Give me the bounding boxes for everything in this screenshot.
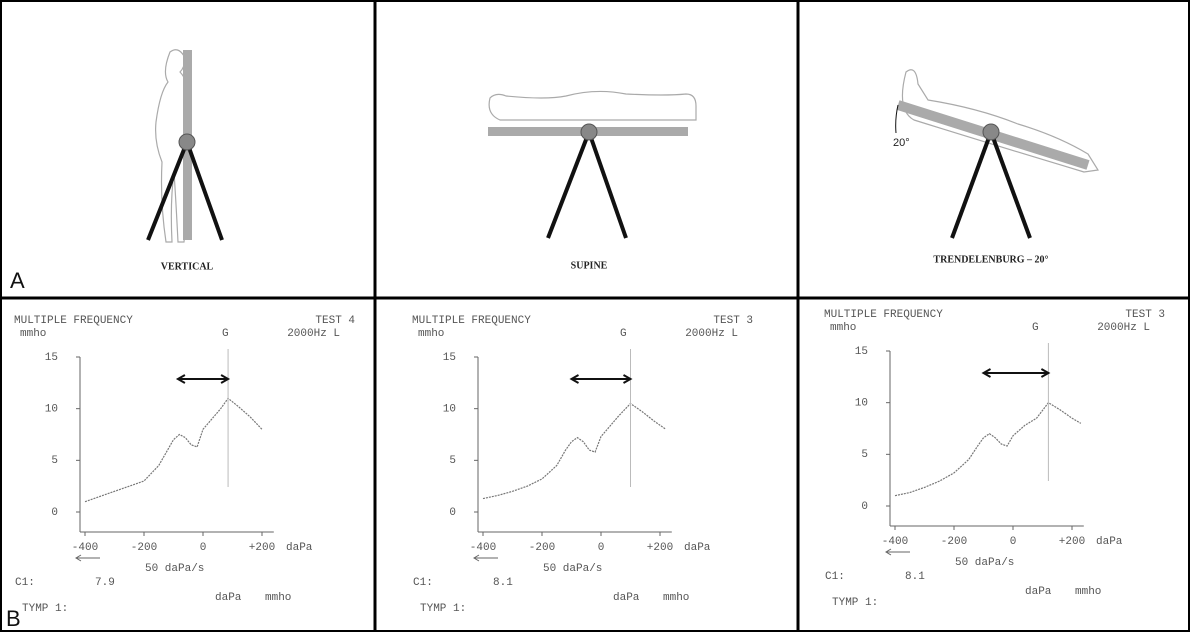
y-tick-label: 5 bbox=[861, 449, 868, 461]
panel-label: B bbox=[6, 606, 21, 631]
y-tick-label: 0 bbox=[449, 507, 456, 519]
c1-label: C1: bbox=[825, 571, 845, 583]
position-label: SUPINE bbox=[571, 260, 608, 271]
panel-label: A bbox=[10, 268, 25, 293]
angle-label: 20° bbox=[893, 137, 910, 149]
y-tick-label: 0 bbox=[51, 507, 58, 519]
angle-arc bbox=[895, 104, 899, 134]
pivot bbox=[178, 133, 196, 151]
rate-label: 50 daPa/s bbox=[543, 563, 602, 575]
x-tick-label: +200 bbox=[647, 542, 673, 554]
y-tick-label: 10 bbox=[443, 404, 456, 416]
tympanogram-curve bbox=[482, 402, 667, 500]
trendelenburg-illustration: 20° TRENDELENBURG – 20° bbox=[893, 69, 1099, 265]
c1-value: 8.1 bbox=[905, 571, 925, 583]
x-tick-label: -200 bbox=[529, 542, 555, 554]
unit-label: mmho bbox=[1075, 586, 1101, 598]
unit-label: daPa bbox=[1025, 586, 1052, 598]
tympanogram-curve bbox=[84, 397, 263, 503]
x-tick-label: -200 bbox=[941, 536, 967, 548]
pivot bbox=[982, 123, 1000, 141]
tymp-label: TYMP 1: bbox=[22, 603, 68, 615]
frequency-label: 2000Hz L bbox=[287, 328, 340, 340]
position-label: TRENDELENBURG – 20° bbox=[933, 254, 1048, 265]
tympanogram-chart: MULTIPLE FREQUENCY TEST 3 mmho G 2000Hz L 0 5 1… bbox=[412, 315, 753, 615]
test-label: TEST 3 bbox=[713, 315, 753, 327]
supine-illustration: SUPINE bbox=[488, 90, 697, 271]
x-axis-label: daPa bbox=[1096, 536, 1123, 548]
x-tick-label: 0 bbox=[200, 542, 207, 554]
tympanogram-chart: MULTIPLE FREQUENCY TEST 4 mmho G 2000Hz L 0 5 1… bbox=[14, 315, 355, 615]
frequency-label: 2000Hz L bbox=[1097, 322, 1150, 334]
leg bbox=[185, 141, 224, 241]
y-axis-label: mmho bbox=[830, 322, 856, 334]
tymp-label: TYMP 1: bbox=[832, 597, 878, 609]
person bbox=[488, 90, 697, 121]
tympanogram-chart: MULTIPLE FREQUENCY TEST 3 mmho G 2000Hz L 0 5 1… bbox=[824, 309, 1165, 609]
leg bbox=[950, 131, 993, 239]
y-tick-label: 15 bbox=[855, 346, 868, 358]
shift-arrow bbox=[175, 374, 231, 384]
frequency-label: 2000Hz L bbox=[685, 328, 738, 340]
y-tick-label: 10 bbox=[855, 398, 868, 410]
test-label: TEST 4 bbox=[315, 315, 355, 327]
y-tick-label: 0 bbox=[861, 501, 868, 513]
leg bbox=[587, 131, 628, 239]
position-label: VERTICAL bbox=[161, 261, 214, 272]
y-axis-label: mmho bbox=[418, 328, 444, 340]
rate-label: 50 daPa/s bbox=[955, 557, 1014, 569]
chart-title: MULTIPLE FREQUENCY bbox=[412, 315, 531, 327]
pivot bbox=[580, 123, 598, 141]
chart-title: MULTIPLE FREQUENCY bbox=[824, 309, 943, 321]
unit-label: daPa bbox=[215, 592, 242, 604]
shift-arrow bbox=[981, 368, 1051, 378]
x-axis-label: daPa bbox=[286, 542, 313, 554]
rate-label: 50 daPa/s bbox=[145, 563, 204, 575]
unit-label: daPa bbox=[613, 592, 640, 604]
tymp-label: TYMP 1: bbox=[420, 603, 466, 615]
direction-arrow bbox=[75, 554, 100, 562]
person bbox=[901, 69, 1099, 173]
y-axis-label: mmho bbox=[20, 328, 46, 340]
vertical-illustration: VERTICAL bbox=[146, 49, 224, 272]
x-tick-label: -200 bbox=[131, 542, 157, 554]
chart-title: MULTIPLE FREQUENCY bbox=[14, 315, 133, 327]
unit-label: mmho bbox=[663, 592, 689, 604]
c1-value: 8.1 bbox=[493, 577, 513, 589]
c1-label: C1: bbox=[413, 577, 433, 589]
c1-value: 7.9 bbox=[95, 577, 115, 589]
leg bbox=[989, 131, 1032, 239]
y-tick-label: 15 bbox=[443, 352, 456, 364]
mode-label: G bbox=[222, 328, 229, 340]
leg bbox=[146, 141, 189, 241]
x-tick-label: -400 bbox=[882, 536, 908, 548]
x-tick-label: -400 bbox=[470, 542, 496, 554]
mode-label: G bbox=[620, 328, 627, 340]
tympanogram-curve bbox=[894, 401, 1082, 497]
x-tick-label: +200 bbox=[249, 542, 275, 554]
x-tick-label: +200 bbox=[1059, 536, 1085, 548]
mode-label: G bbox=[1032, 322, 1039, 334]
x-tick-label: 0 bbox=[1010, 536, 1017, 548]
y-tick-label: 15 bbox=[45, 352, 58, 364]
direction-arrow bbox=[473, 554, 498, 562]
direction-arrow bbox=[885, 548, 910, 556]
test-label: TEST 3 bbox=[1125, 309, 1165, 321]
x-tick-label: 0 bbox=[598, 542, 605, 554]
c1-label: C1: bbox=[15, 577, 35, 589]
y-tick-label: 5 bbox=[51, 455, 58, 467]
y-tick-label: 10 bbox=[45, 404, 58, 416]
leg bbox=[546, 131, 591, 239]
x-tick-label: -400 bbox=[72, 542, 98, 554]
y-tick-label: 5 bbox=[449, 455, 456, 467]
unit-label: mmho bbox=[265, 592, 291, 604]
shift-arrow bbox=[569, 374, 633, 384]
x-axis-label: daPa bbox=[684, 542, 711, 554]
